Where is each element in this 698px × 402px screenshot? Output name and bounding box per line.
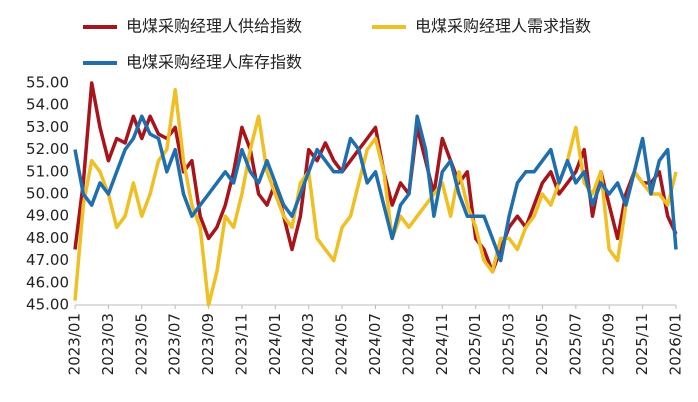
x-tick-label: 2025/07 xyxy=(566,313,584,375)
y-tick-label: 47.00 xyxy=(26,251,69,269)
x-tick-label: 2025/01 xyxy=(466,313,484,375)
y-tick-label: 53.00 xyxy=(26,118,69,136)
x-tick-label: 2025/09 xyxy=(600,313,618,375)
y-tick-label: 48.00 xyxy=(26,229,69,247)
y-tick-label: 50.00 xyxy=(26,185,69,203)
x-tick-label: 2024/11 xyxy=(433,313,451,375)
y-tick-label: 52.00 xyxy=(26,140,69,158)
y-tick-label: 46.00 xyxy=(26,273,69,291)
y-tick-label: 45.00 xyxy=(26,296,69,314)
y-tick-label: 51.00 xyxy=(26,162,69,180)
x-tick-label: 2024/09 xyxy=(399,313,417,375)
series-line xyxy=(73,87,678,307)
legend-label: 电煤采购经理人供给指数 xyxy=(126,17,302,36)
legend-label: 电煤采购经理人库存指数 xyxy=(126,53,302,72)
y-tick-label: 54.00 xyxy=(26,96,69,114)
x-tick-label: 2024/03 xyxy=(299,313,317,375)
x-tick-label: 2025/05 xyxy=(533,313,551,375)
series-line xyxy=(73,81,678,274)
y-tick-label: 49.00 xyxy=(26,207,69,225)
x-tick-label: 2023/03 xyxy=(99,313,117,375)
series-line xyxy=(73,114,678,263)
x-tick-label: 2024/01 xyxy=(266,313,284,375)
x-tick-label: 2026/01 xyxy=(667,313,685,375)
x-tick-label: 2025/03 xyxy=(500,313,518,375)
x-tick-label: 2023/11 xyxy=(232,313,250,375)
x-tick-label: 2024/07 xyxy=(366,313,384,375)
legend-label: 电煤采购经理人需求指数 xyxy=(415,17,591,36)
x-tick-label: 2023/09 xyxy=(199,313,217,375)
x-tick-label: 2023/05 xyxy=(132,313,150,375)
y-tick-label: 55.00 xyxy=(26,74,69,92)
x-tick-label: 2023/01 xyxy=(66,313,84,375)
x-tick-label: 2023/07 xyxy=(166,313,184,375)
x-tick-label: 2025/11 xyxy=(633,313,651,375)
x-tick-label: 2024/05 xyxy=(333,313,351,375)
